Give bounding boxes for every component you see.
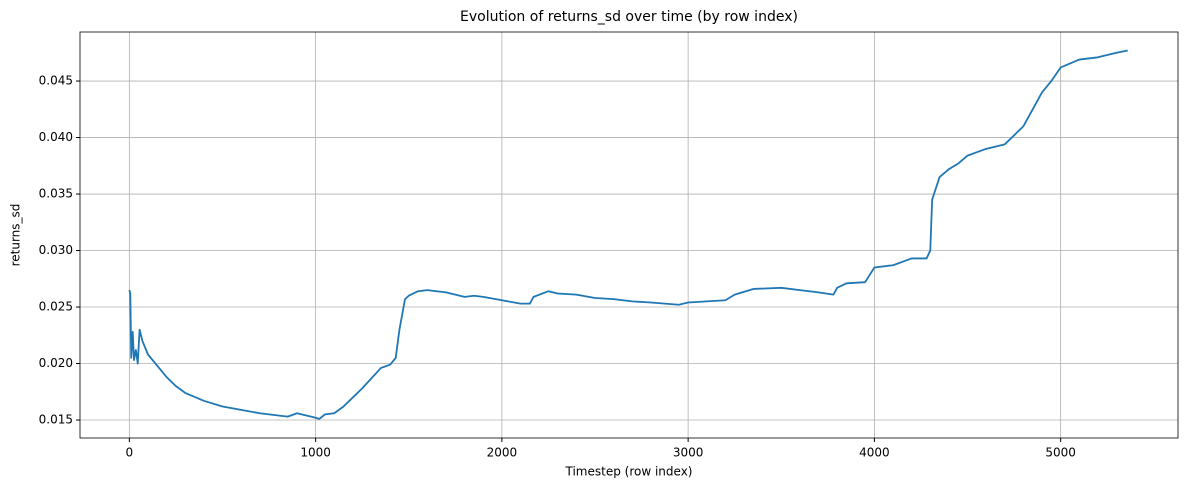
y-tick-label: 0.035	[39, 187, 73, 201]
x-axis-label: Timestep (row index)	[565, 465, 693, 479]
x-tick-label: 0	[126, 446, 134, 460]
chart-title: Evolution of returns_sd over time (by ro…	[460, 9, 798, 25]
y-tick-label: 0.020	[39, 356, 73, 370]
x-tick-label: 2000	[487, 446, 518, 460]
y-tick-label: 0.045	[39, 74, 73, 88]
x-tick-label: 1000	[300, 446, 331, 460]
data-line	[128, 49, 1128, 420]
y-tick-label: 0.030	[39, 243, 73, 257]
x-tick-label: 5000	[1045, 446, 1076, 460]
y-tick-label: 0.015	[39, 413, 73, 427]
x-tick-label: 4000	[859, 446, 890, 460]
plot-frame	[79, 31, 1179, 439]
y-tick-label: 0.025	[39, 300, 73, 314]
y-tick-label: 0.040	[39, 130, 73, 144]
x-tick-label: 3000	[673, 446, 704, 460]
y-axis-label: returns_sd	[9, 204, 23, 267]
